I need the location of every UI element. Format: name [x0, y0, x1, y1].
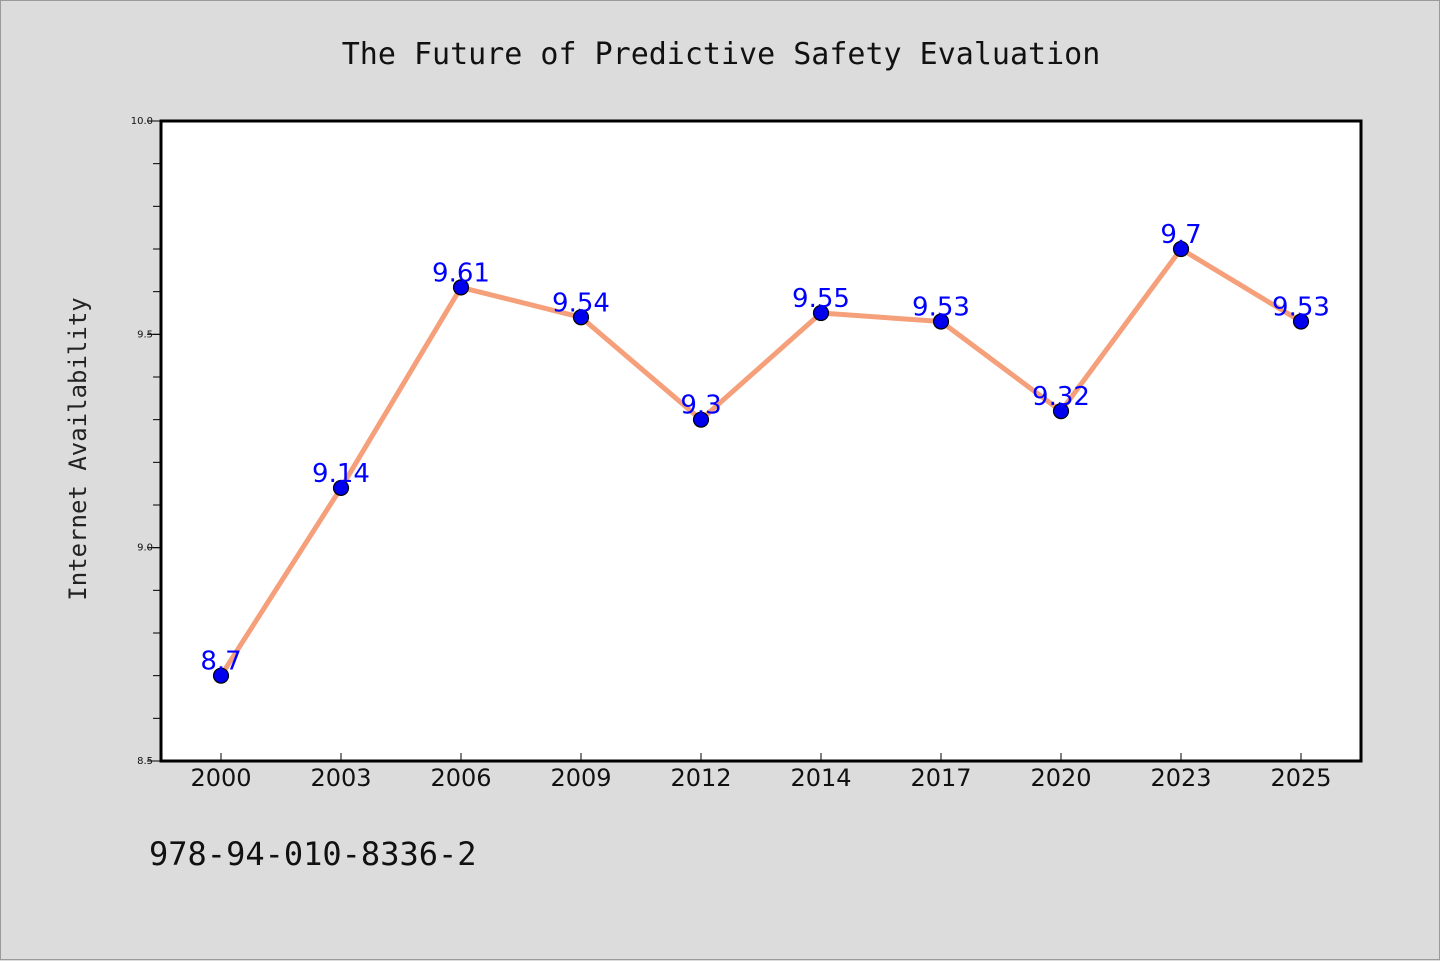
x-tick-label: 2025: [1270, 764, 1331, 792]
data-label: 9.32: [1032, 382, 1090, 412]
data-point: [452, 279, 470, 296]
data-label: 9.54: [552, 288, 610, 318]
x-tick-label: 2012: [670, 764, 731, 792]
data-label: 9.14: [312, 459, 370, 489]
data-point: [332, 479, 350, 497]
plot-area: [159, 119, 1363, 763]
data-point: [692, 411, 710, 428]
data-label: 9.7: [1160, 220, 1201, 250]
x-tick-label: 2003: [310, 764, 371, 792]
y-tick-label: 8.5: [137, 756, 153, 767]
data-label: 9.61: [432, 258, 490, 288]
series-line: [218, 246, 1304, 679]
x-tick-label: 2006: [430, 764, 491, 792]
isbn-footer: 978-94-010-8336-2: [149, 835, 477, 873]
x-tick-label: 2020: [1030, 764, 1091, 792]
x-tick-label: 2023: [1150, 764, 1211, 792]
data-label: 9.3: [680, 391, 721, 421]
y-tick-label: 10.0: [131, 116, 153, 127]
data-labels: 8.7 9.14 9.61 9.54 9.3 9.55 9.53 9.32 9.7 9.53: [200, 220, 1330, 677]
data-point: [812, 304, 830, 322]
series-line-group: [218, 246, 1304, 679]
data-point: [1052, 403, 1070, 420]
x-ticks: 2000 2003 2006 2009 2012 2014 2017 2020 2023 2025: [190, 753, 1332, 792]
y-axis-label: Internet Availability: [64, 297, 92, 600]
y-tick-label: 9.5: [137, 329, 153, 340]
chart-title: The Future of Predictive Safety Evaluati…: [342, 37, 1101, 72]
x-tick-label: 2000: [190, 764, 251, 792]
data-label: 9.53: [1272, 293, 1330, 323]
y-ticks: 8.5 9.0 9.5 10.0: [131, 116, 161, 767]
data-label: 8.7: [200, 647, 241, 677]
data-point: [572, 309, 590, 326]
x-tick-label: 2014: [790, 764, 851, 792]
data-point: [1172, 240, 1190, 258]
data-markers: [212, 240, 1310, 684]
y-tick-label: 9.0: [137, 543, 153, 554]
data-point: [1292, 313, 1310, 330]
x-tick-label: 2009: [550, 764, 611, 792]
data-point: [212, 667, 230, 684]
data-label: 9.53: [912, 293, 970, 323]
data-label: 9.55: [792, 284, 850, 314]
x-tick-label: 2017: [910, 764, 971, 792]
data-point: [932, 313, 950, 330]
